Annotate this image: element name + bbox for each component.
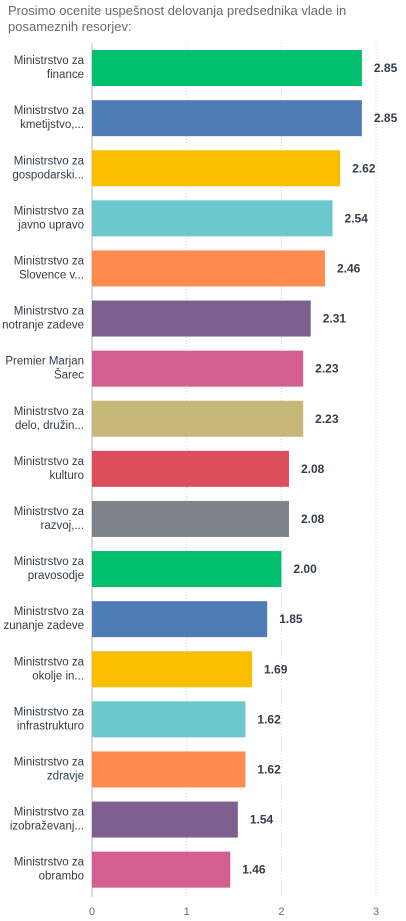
bar: [92, 150, 341, 187]
value-label: 1.69: [264, 662, 288, 676]
value-label: 1.54: [250, 813, 274, 827]
bar: [92, 400, 304, 437]
category-label: Ministrstvo za kulturo: [14, 456, 85, 482]
bar: [92, 651, 253, 688]
value-label: 2.08: [301, 462, 325, 476]
value-label: 2.85: [374, 111, 398, 125]
category-label: Ministrstvo za razvoj,...: [14, 506, 85, 532]
bar: [92, 250, 325, 287]
bar: [92, 801, 238, 838]
category-label: Ministrstvo za notranje zadeve: [2, 306, 84, 332]
value-label: 2.46: [337, 261, 361, 275]
bar: [92, 450, 289, 487]
bar: [92, 851, 231, 888]
x-tick-label: 0: [89, 906, 95, 918]
category-label: Ministrstvo za pravosodje: [14, 556, 85, 582]
bar: [92, 500, 289, 537]
value-label: 1.46: [242, 863, 266, 877]
bar: [92, 50, 362, 87]
chart-title: Prosimo ocenite uspešnost delovanja pred…: [8, 3, 347, 34]
value-label: 2.85: [374, 61, 398, 75]
value-label: 2.54: [345, 211, 369, 225]
bar: [92, 100, 362, 137]
category-label: Ministrstvo za delo, družin...: [14, 406, 85, 432]
bar: [92, 300, 311, 337]
x-tick-label: 2: [278, 906, 284, 918]
x-tick-label: 1: [184, 906, 190, 918]
value-label: 2.23: [315, 362, 339, 376]
value-label: 2.31: [323, 312, 347, 326]
value-label: 1.85: [279, 612, 303, 626]
category-label: Ministrstvo za zdravje: [14, 756, 85, 782]
category-label: Ministrstvo za okolje in...: [14, 656, 85, 682]
bar: [92, 200, 333, 237]
category-label: Premier Marjan Šarec: [5, 356, 84, 382]
value-label: 2.08: [301, 512, 325, 526]
category-label: Ministrstvo za finance: [14, 55, 85, 81]
category-label: Ministrstvo za infrastrukturo: [14, 706, 85, 732]
value-label: 2.23: [315, 412, 339, 426]
category-label: Ministrstvo za gospodarski...: [12, 155, 84, 181]
value-label: 2.00: [293, 562, 317, 576]
category-label: Ministrstvo za kmetijstvo,...: [14, 105, 85, 131]
category-label: Ministrstvo za obrambo: [14, 857, 85, 883]
value-label: 1.62: [257, 712, 281, 726]
x-tick-label: 3: [373, 906, 379, 918]
bar: [92, 350, 304, 387]
category-label: Ministrstvo za Slovence v...: [14, 255, 85, 281]
value-label: 2.62: [352, 161, 376, 175]
value-label: 1.62: [257, 762, 281, 776]
bar: [92, 751, 246, 788]
category-label: Ministrstvo za izobraževanj...: [10, 807, 85, 833]
category-label: Ministrstvo za zunanje zadeve: [3, 606, 84, 632]
bar: [92, 601, 268, 638]
bar: [92, 701, 246, 738]
bar: [92, 551, 282, 588]
category-label: Ministrstvo za javno upravo: [14, 205, 85, 231]
